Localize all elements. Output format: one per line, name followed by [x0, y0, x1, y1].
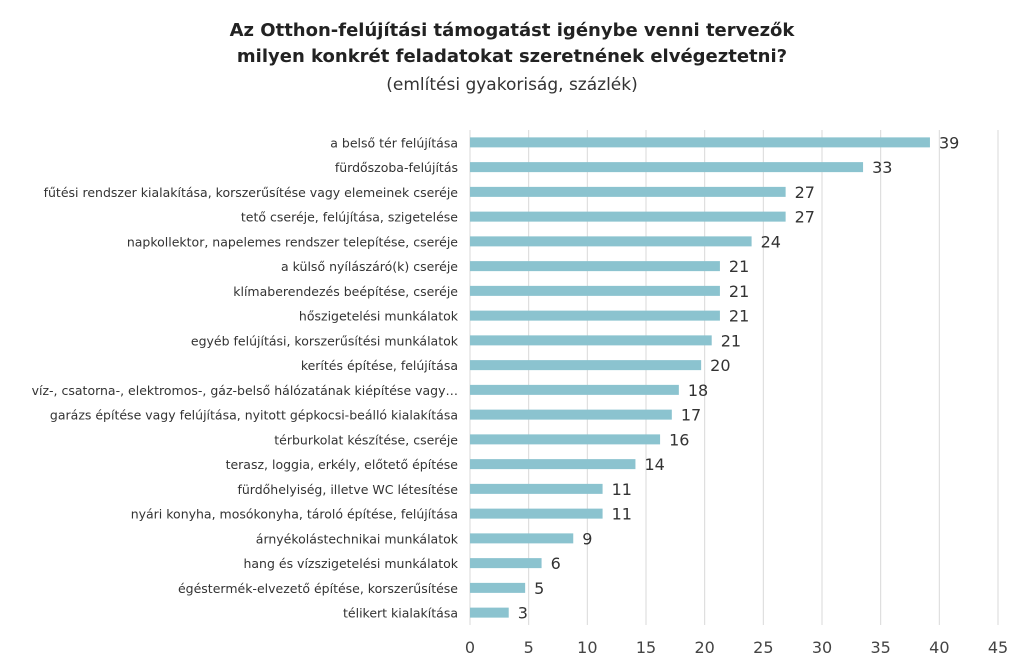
- value-label: 21: [729, 282, 749, 301]
- value-label: 39: [939, 133, 959, 152]
- chart-title-line2: milyen konkrét feladatokat szeretnének e…: [236, 46, 788, 67]
- category-label: egyéb felújítási, korszerűsítési munkála…: [191, 333, 459, 348]
- value-label: 21: [729, 257, 749, 276]
- x-tick-label: 25: [753, 638, 773, 657]
- x-tick-label: 5: [524, 638, 534, 657]
- bar: [470, 483, 603, 494]
- bar: [470, 137, 930, 148]
- category-label: kerítés építése, felújítása: [301, 358, 458, 373]
- bar: [470, 211, 786, 222]
- value-label: 18: [688, 381, 708, 400]
- category-label: tető cseréje, felújítása, szigetelése: [241, 210, 458, 225]
- chart-subtitle: (említési gyakoriság, százlék): [386, 75, 638, 95]
- category-label: garázs építése vagy felújítása, nyitott …: [50, 408, 458, 423]
- value-label: 5: [534, 579, 544, 598]
- value-label: 27: [795, 208, 815, 227]
- bar: [470, 384, 679, 395]
- bar: [470, 607, 509, 618]
- category-label: a belső tér felújítása: [330, 135, 458, 150]
- value-label: 11: [612, 505, 632, 524]
- chart-title-line1: Az Otthon-felújítási támogatást igénybe …: [229, 20, 795, 41]
- category-label: a külső nyílászáró(k) cseréje: [281, 259, 458, 274]
- bar: [470, 459, 636, 470]
- bar: [470, 285, 720, 296]
- category-label: terasz, loggia, erkély, előtető építése: [226, 457, 459, 472]
- bar: [470, 508, 603, 519]
- value-label: 24: [761, 232, 781, 251]
- bar: [470, 261, 720, 272]
- category-label: égéstermék-elvezető építése, korszerűsít…: [178, 581, 458, 596]
- value-label: 16: [669, 430, 689, 449]
- x-tick-label: 35: [870, 638, 890, 657]
- category-label: víz-, csatorna-, elektromos-, gáz-belső …: [32, 383, 458, 398]
- bar: [470, 310, 720, 321]
- category-label: fűtési rendszer kialakítása, korszerűsít…: [44, 185, 459, 200]
- x-tick-label: 15: [636, 638, 656, 657]
- bar: [470, 409, 672, 420]
- value-label: 33: [872, 158, 892, 177]
- value-label: 11: [612, 480, 632, 499]
- x-tick-label: 20: [694, 638, 714, 657]
- x-tick-label: 40: [929, 638, 949, 657]
- x-tick-label: 45: [988, 638, 1008, 657]
- category-label: hang és vízszigetelési munkálatok: [243, 556, 458, 571]
- bar: [470, 236, 752, 247]
- category-label: fürdőszoba-felújítás: [335, 160, 458, 175]
- value-label: 3: [518, 604, 528, 623]
- value-label: 21: [729, 307, 749, 326]
- bar: [470, 558, 542, 569]
- x-tick-label: 0: [465, 638, 475, 657]
- category-label: nyári konyha, mosókonyha, tároló építése…: [131, 507, 458, 522]
- value-label: 14: [644, 455, 664, 474]
- value-label: 27: [795, 183, 815, 202]
- category-label: fürdőhelyiség, illetve WC létesítése: [237, 482, 458, 497]
- bar: [470, 162, 864, 173]
- bar: [470, 533, 574, 544]
- bar: [470, 434, 661, 445]
- category-label: árnyékolástechnikai munkálatok: [256, 531, 459, 546]
- value-label: 20: [710, 356, 730, 375]
- bar: [470, 582, 526, 593]
- category-label: hőszigetelési munkálatok: [299, 309, 459, 324]
- value-label: 17: [681, 406, 701, 425]
- x-tick-label: 10: [577, 638, 597, 657]
- bar: [470, 360, 702, 371]
- bar: [470, 186, 786, 197]
- value-label: 9: [582, 529, 592, 548]
- value-label: 6: [551, 554, 561, 573]
- category-label: télikert kialakítása: [343, 606, 458, 621]
- x-tick-label: 30: [812, 638, 832, 657]
- category-label: klímaberendezés beépítése, cseréje: [233, 284, 458, 299]
- category-label: térburkolat készítése, cseréje: [274, 432, 458, 447]
- category-label: napkollektor, napelemes rendszer telepít…: [127, 234, 458, 249]
- bar: [470, 335, 712, 346]
- value-label: 21: [721, 331, 741, 350]
